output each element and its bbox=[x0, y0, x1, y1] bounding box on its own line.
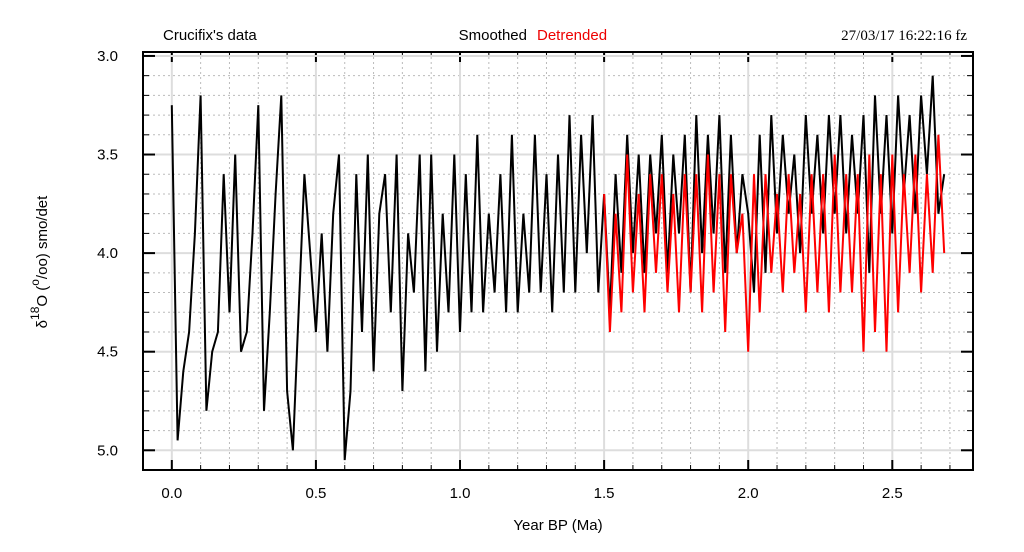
x-tick-label: 2.5 bbox=[882, 485, 903, 502]
y-tick-label: 3.5 bbox=[97, 147, 118, 164]
chart-title: Crucifix's data bbox=[163, 27, 257, 44]
x-axis-label: Year BP (Ma) bbox=[513, 517, 602, 534]
x-tick-label: 0.0 bbox=[161, 485, 182, 502]
y-label-part: o bbox=[28, 279, 42, 286]
legend-entry: Detrended bbox=[537, 27, 607, 44]
y-tick-label: 3.0 bbox=[97, 48, 118, 65]
x-tick-label: 1.5 bbox=[594, 485, 615, 502]
x-tick-label: 2.0 bbox=[738, 485, 759, 502]
y-label-part: 18 bbox=[28, 306, 42, 320]
y-tick-label: 4.0 bbox=[97, 245, 118, 262]
series-line bbox=[170, 75, 946, 461]
timestamp: 27/03/17 16:22:16 fz bbox=[841, 28, 967, 44]
y-tick-label: 4.5 bbox=[97, 344, 118, 361]
y-axis-label: δ18O (o/oo) smo/det bbox=[28, 195, 51, 328]
y-label-part: O ( bbox=[34, 286, 51, 307]
legend-entry: Smoothed bbox=[459, 27, 527, 44]
plot-frame bbox=[142, 51, 974, 471]
x-tick-label: 1.0 bbox=[450, 485, 471, 502]
y-tick-label: 5.0 bbox=[97, 442, 118, 459]
y-label-part: /oo) smo/det bbox=[34, 195, 51, 279]
x-tick-label: 0.5 bbox=[305, 485, 326, 502]
y-label-part: δ bbox=[34, 320, 51, 328]
series-line bbox=[603, 134, 946, 352]
